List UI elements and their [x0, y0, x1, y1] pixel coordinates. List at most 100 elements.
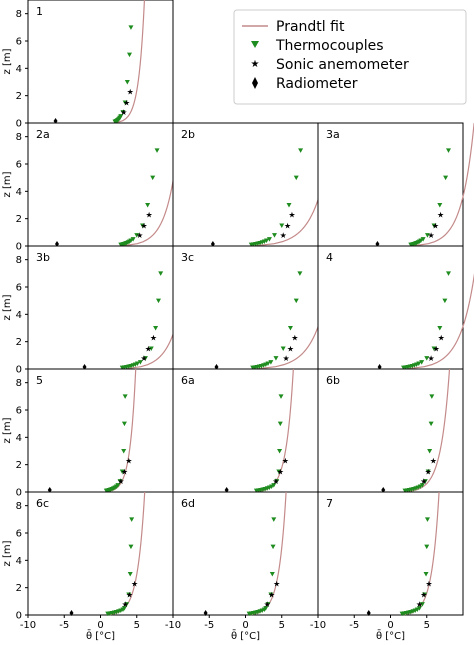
sonic-point: ★ [126, 591, 133, 600]
y-tick-label: 2 [16, 91, 22, 102]
y-tick-label: 6 [16, 37, 22, 48]
radiometer-point [214, 363, 219, 370]
panel-label: 4 [326, 251, 333, 264]
sonic-point: ★ [428, 231, 435, 240]
prandtl-fit-line [257, 368, 294, 493]
x-tick-label: 5 [424, 620, 430, 631]
thermocouple-point [428, 421, 434, 427]
sonic-point: ★ [140, 222, 147, 231]
y-tick-label: 6 [16, 160, 22, 171]
thermocouple-point [298, 148, 304, 153]
panel-frame [27, 491, 174, 616]
thermocouple-point [420, 237, 426, 242]
legend-frame [233, 9, 467, 105]
sonic-point: ★ [121, 468, 128, 477]
x-tick-label: 0 [242, 620, 248, 631]
thermocouple-point [130, 237, 136, 242]
panel-4: 4★★★ [317, 245, 474, 371]
thermocouple-point [443, 175, 449, 181]
thermocouple-point [277, 449, 283, 454]
panel-label: 2a [36, 128, 50, 141]
thermocouple-point [268, 360, 274, 365]
radiometer-point [224, 486, 229, 493]
thermocouple-point [153, 326, 159, 331]
sonic-point: ★ [123, 99, 130, 108]
thermocouple-point [419, 602, 425, 607]
y-tick-label: 0 [16, 119, 22, 130]
thermocouple-point [118, 114, 124, 119]
prandtl-fit-line [407, 368, 451, 493]
x-tick-label: 5 [279, 620, 285, 631]
thermocouple-point [134, 361, 140, 367]
y-tick-label: 4 [16, 310, 22, 321]
sonic-point: ★ [268, 591, 275, 600]
sonic-point: ★ [264, 600, 271, 609]
y-tick-label: 2 [16, 337, 22, 348]
radiometer-point [47, 486, 52, 493]
sonic-point: ★ [125, 457, 132, 466]
legend-sonic-swatch: ★ [251, 59, 260, 70]
sonic-point: ★ [291, 334, 298, 343]
y-tick-label: 2 [16, 460, 22, 471]
sonic-point: ★ [145, 211, 152, 220]
panel-frame [27, 122, 174, 247]
panel-3c: 3c★★★ [172, 245, 336, 371]
legend: Prandtl fit Thermocouples ★ Sonic anemom… [233, 9, 467, 105]
radiometer-point [53, 117, 58, 124]
thermocouple-point [156, 298, 161, 304]
panel-frame [317, 368, 464, 493]
thermocouple-point [297, 271, 303, 276]
thermocouple-point [121, 449, 127, 454]
panel-2b: 2b★★★ [172, 122, 335, 248]
thermocouple-point [271, 517, 277, 522]
x-tick-label: -5 [349, 620, 359, 631]
y-tick-label: 8 [16, 9, 22, 20]
thermocouple-point [279, 223, 285, 228]
sonic-point: ★ [282, 457, 289, 466]
thermocouple-point [150, 175, 156, 181]
prandtl-fit-line [116, 0, 146, 124]
x-axis-label: θ̄ [°C] [376, 629, 405, 642]
legend-radiometer-swatch [252, 77, 258, 89]
thermocouple-point [124, 80, 130, 85]
y-tick-label: 8 [16, 132, 22, 143]
y-axis-label: z [m] [2, 171, 13, 197]
y-tick-label: 0 [16, 488, 22, 499]
thermocouple-point [293, 298, 299, 304]
thermocouple-point [422, 592, 428, 597]
x-axis-label: θ̄ [°C] [231, 629, 260, 642]
panel-frame [27, 368, 174, 493]
thermocouple-point [424, 356, 430, 361]
prandtl-fit-line [407, 273, 474, 370]
thermocouple-point [446, 148, 451, 153]
x-tick-label: 0 [97, 620, 103, 631]
thermocouple-point [277, 421, 283, 427]
radiometer-point [69, 609, 74, 616]
y-tick-label: 6 [16, 406, 22, 417]
y-tick-label: 8 [16, 501, 22, 512]
y-tick-label: 2 [16, 583, 22, 594]
thermocouple-point [128, 544, 134, 550]
sonic-point: ★ [136, 231, 143, 240]
y-tick-label: 4 [16, 64, 22, 75]
y-tick-label: 2 [16, 214, 22, 225]
thermocouple-point [127, 572, 133, 577]
thermocouple-point [127, 52, 132, 58]
panel-frame [172, 122, 319, 247]
sonic-point: ★ [283, 354, 290, 363]
y-axis-label: z [m] [2, 294, 13, 320]
panel-frame [172, 245, 319, 370]
thermocouple-point [278, 394, 284, 399]
thermocouple-point [137, 360, 143, 365]
sonic-point: ★ [287, 345, 294, 354]
sonic-point: ★ [127, 88, 134, 97]
thermocouple-point [266, 237, 272, 242]
panel-3a: 3a★★★ [317, 122, 474, 248]
x-tick-label: 5 [134, 620, 140, 631]
legend-radiometer-label: Radiometer [276, 76, 358, 92]
thermocouple-point [154, 148, 160, 153]
y-tick-label: 6 [16, 529, 22, 540]
